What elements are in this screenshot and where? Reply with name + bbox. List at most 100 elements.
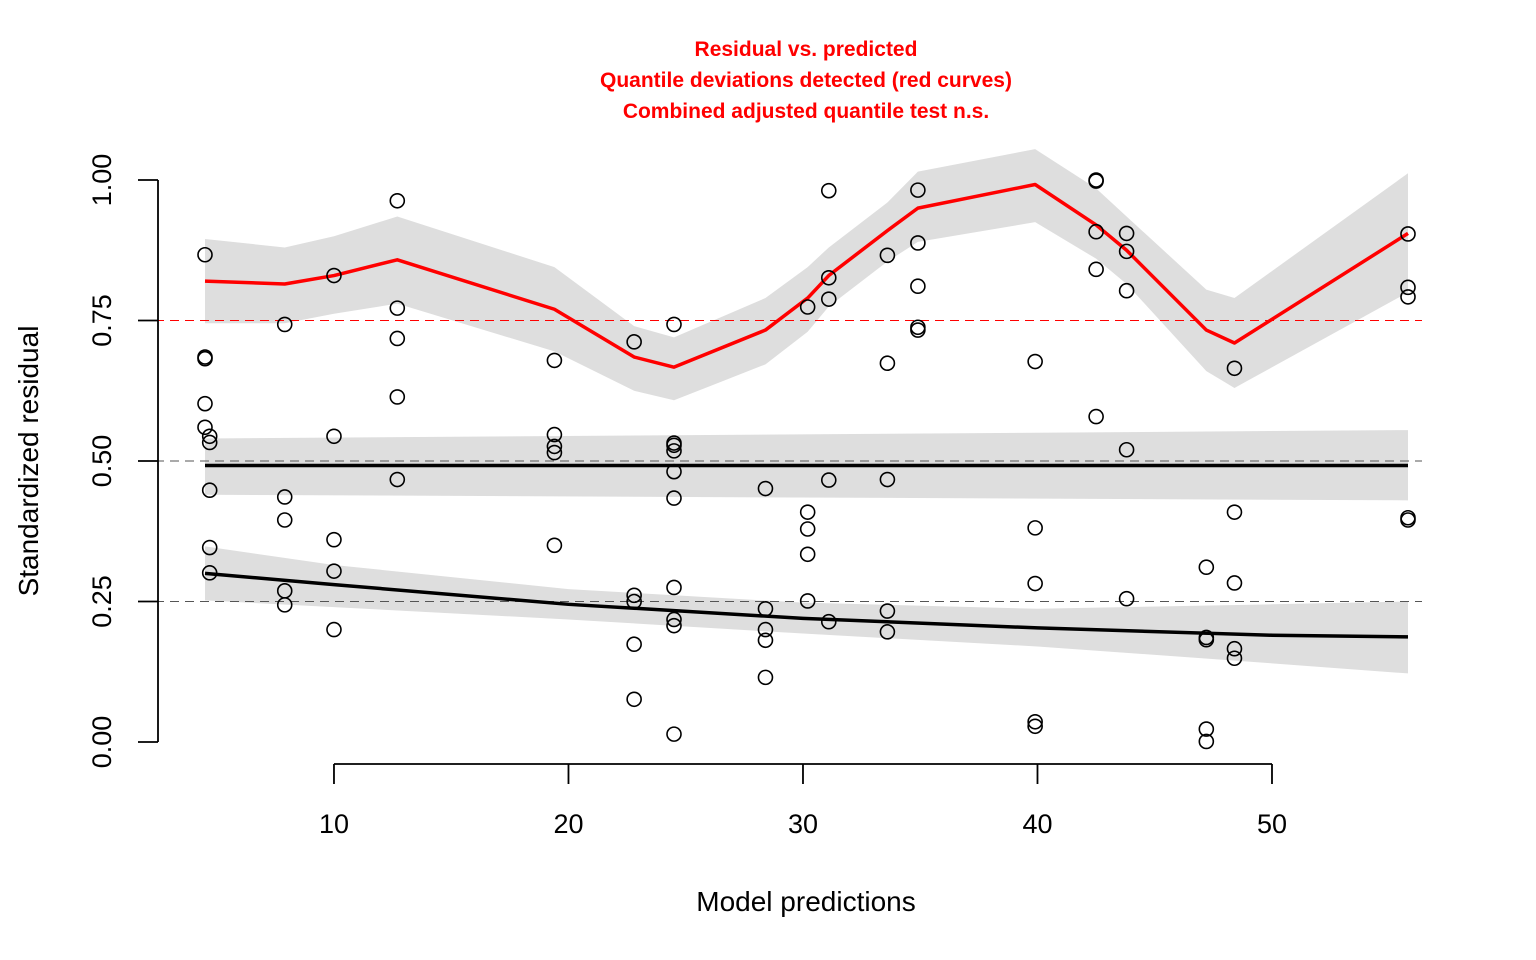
data-point [1118,282,1135,299]
y-axis-title: Standardized residual [13,326,44,597]
data-point [1027,575,1043,592]
data-point [326,428,342,445]
data-point [276,597,293,613]
confidence-band-q0.25 [205,546,1408,674]
data-point [546,444,563,461]
chart-title: Residual vs. predicted Quantile deviatio… [600,38,1012,123]
y-tick-label: 0.50 [87,435,117,488]
data-point [1118,441,1135,458]
x-axis: 10 20 30 40 50 [319,763,1287,839]
data-point [910,278,926,295]
data-point [799,546,816,563]
data-point [1226,360,1243,377]
data-point [820,613,837,630]
data-point [1198,721,1215,737]
data-point [1400,279,1416,296]
data-point [757,632,774,649]
data-point [201,434,218,451]
data-point [201,428,218,445]
data-point [1400,226,1416,242]
data-point [389,389,406,405]
data-point [910,235,926,251]
data-point [1088,261,1104,278]
x-tick-label: 40 [1022,809,1052,839]
x-tick-label: 10 [319,809,349,839]
data-point [197,419,213,436]
data-point [326,621,342,638]
data-point [1027,520,1043,536]
data-point [626,587,642,604]
data-point [666,443,682,459]
y-tick-label: 0.75 [87,294,117,347]
data-point [757,601,774,617]
data-point [879,355,896,372]
data-point [666,726,682,742]
title-line-1: Residual vs. predicted [695,38,918,61]
data-point [201,539,218,556]
data-point [1088,223,1104,240]
x-tick-label: 20 [553,809,583,839]
data-point [666,579,682,596]
data-point [879,603,896,619]
x-tick-label: 50 [1257,809,1287,839]
data-point [799,593,816,609]
data-point [1118,243,1135,260]
data-point [1088,173,1104,189]
data-point [389,330,406,347]
data-point [1198,733,1215,750]
x-axis-title: Model predictions [696,886,915,917]
data-points [197,172,1416,750]
data-point [1198,559,1215,576]
data-point [1226,575,1243,591]
x-tick-label: 30 [788,809,818,839]
data-point [820,291,837,307]
confidence-band-q0.75 [205,149,1408,401]
y-tick-label: 0.00 [87,716,117,769]
data-point [666,316,682,333]
y-tick-label: 0.25 [87,575,117,628]
data-point [820,182,837,199]
data-point [389,471,406,488]
data-point [820,269,837,286]
data-point [1226,504,1243,520]
data-point [799,299,816,315]
data-point [910,182,926,198]
data-point [389,192,406,209]
data-point [757,480,774,497]
data-point [389,300,406,316]
data-point [666,617,682,634]
data-point [626,334,642,350]
data-point [1118,225,1135,242]
data-point [799,521,816,537]
data-point [326,563,342,579]
data-point [1027,353,1043,370]
data-point [276,512,293,528]
data-point [820,472,837,488]
data-point [1118,590,1135,607]
data-point [197,246,213,263]
data-point [626,691,642,708]
data-point [666,463,682,480]
data-point [197,350,213,367]
reference-lines [140,320,1422,602]
data-point [276,316,293,333]
data-point [666,490,682,506]
data-point [546,426,563,443]
y-axis: 0.00 0.25 0.50 0.75 1.00 [87,154,159,769]
data-point [879,624,896,640]
data-point [1226,640,1243,657]
data-point [666,611,682,628]
quantile-curves [204,182,1409,639]
data-point [1088,408,1104,425]
y-tick-label: 1.00 [87,154,117,207]
data-point [626,593,642,610]
data-point [757,669,774,686]
data-point [201,565,218,581]
data-point [879,471,896,488]
data-point [1400,512,1416,528]
data-point [1226,650,1243,667]
data-point [1400,289,1416,305]
data-point [1027,713,1043,730]
quantile-curve-0.75 [204,182,1409,369]
